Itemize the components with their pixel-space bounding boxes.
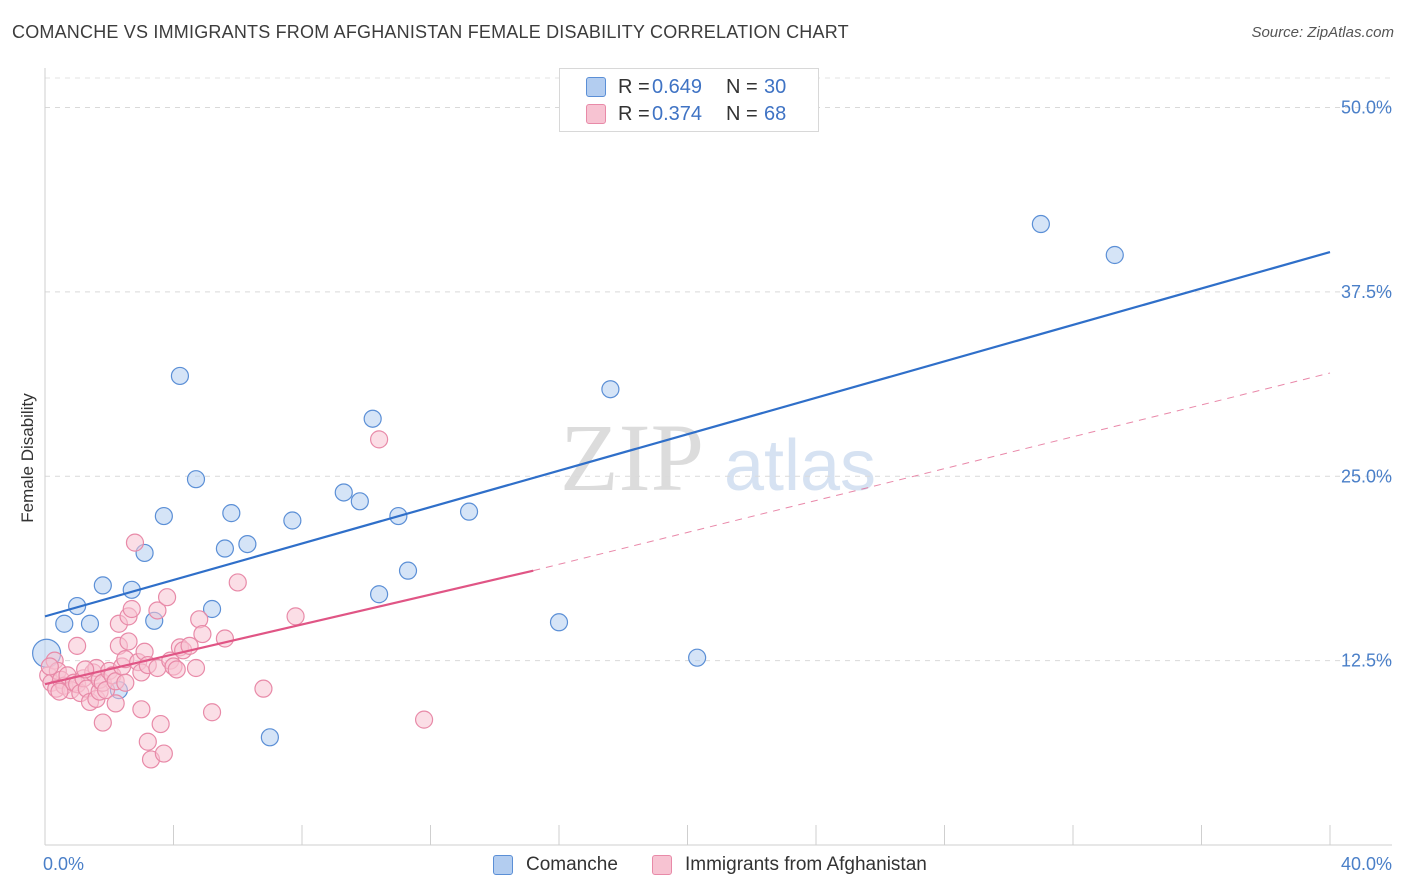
comanche-point [93, 576, 112, 595]
comanche-point [68, 596, 87, 616]
chart-legend: Comanche Immigrants from Afghanistan [0, 852, 1406, 878]
chart-source: Source: ZipAtlas.com [1251, 24, 1394, 41]
afghanistan-point [93, 713, 112, 732]
comanche-point [154, 506, 173, 526]
stats-row-afghanistan: R = 0.374 N = 68 [560, 101, 786, 127]
comanche-point [222, 504, 241, 523]
afghanistan-point [414, 710, 434, 729]
comanche-point [363, 409, 382, 428]
y-tick-label: 25.0% [1341, 466, 1392, 486]
comanche-point [283, 511, 302, 530]
y-tick-label: 50.0% [1341, 98, 1392, 118]
comanche-point [1031, 214, 1050, 234]
afghanistan-point [370, 430, 389, 449]
afghanistan-point [125, 533, 145, 552]
comanche-point [601, 380, 620, 399]
r-label: R = [618, 102, 650, 125]
comanche-point [215, 539, 234, 558]
comanche-point [398, 561, 418, 580]
comanche-point [170, 366, 190, 386]
comanche-point [688, 648, 707, 667]
afghanistan-point [228, 573, 247, 592]
afghanistan-point [202, 703, 222, 722]
afghanistan-point [148, 601, 167, 620]
legend-swatch-comanche [493, 855, 513, 875]
comanche-point [370, 585, 389, 604]
watermark-atlas: atlas [724, 426, 876, 506]
comanche-point [1105, 245, 1124, 265]
afghanistan-point [132, 700, 151, 719]
afghanistan-point [119, 632, 138, 651]
comanche-point [260, 728, 279, 747]
comanche-swatch [586, 77, 606, 97]
afghanistan-point [154, 744, 173, 763]
comanche-point [238, 534, 257, 554]
afghanistan-point [157, 588, 177, 607]
chart-title: COMANCHE VS IMMIGRANTS FROM AFGHANISTAN … [12, 22, 849, 42]
comanche-point [350, 492, 369, 511]
comanche-point [55, 614, 74, 633]
y-tick-label: 12.5% [1341, 651, 1392, 671]
comanche-point [549, 613, 569, 632]
legend-label-afghanistan: Immigrants from Afghanistan [685, 854, 927, 875]
afghanistan-point [167, 660, 186, 679]
afghanistan-point [138, 732, 157, 751]
comanche-point [80, 614, 100, 633]
watermark-zip: ZIP [560, 404, 704, 511]
afghanistan-point [254, 679, 273, 698]
afghanistan-point [190, 610, 209, 629]
legend-label-comanche: Comanche [526, 854, 618, 875]
legend-item-comanche[interactable]: Comanche [493, 852, 618, 878]
afghanistan-point [50, 682, 69, 701]
y-tick-label: 37.5% [1341, 282, 1392, 302]
afghanistan-point [40, 657, 59, 676]
comanche-point [186, 470, 206, 489]
n-label: N = [726, 102, 758, 125]
n-label: N = [726, 75, 758, 98]
afghanistan-point [122, 599, 141, 619]
afghanistan-trend-line [44, 569, 534, 686]
afghanistan-point [286, 607, 305, 626]
afghanistan-trend-extension [533, 372, 1331, 572]
afghanistan-point [68, 636, 87, 655]
afghanistan-point [193, 624, 212, 644]
r-value: 0.649 [652, 75, 703, 98]
afghanistan-point [106, 694, 125, 713]
afghanistan-swatch [586, 104, 606, 124]
afghanistan-point [186, 658, 206, 678]
n-value: 30 [764, 75, 787, 98]
comanche-trend-line [44, 250, 1331, 618]
x-tick-label-min: 0.0% [43, 854, 84, 874]
comanche-point [334, 483, 353, 502]
stats-box: R = 0.649 N = 30 R = 0.374 N = 68 [559, 68, 819, 132]
x-tick-label-max: 40.0% [1341, 854, 1392, 874]
afghanistan-point [151, 714, 170, 734]
afghanistan-point [116, 673, 135, 692]
stats-row-comanche: R = 0.649 N = 30 [560, 74, 786, 100]
r-value: 0.374 [652, 102, 703, 125]
comanche-point [459, 502, 479, 521]
r-label: R = [618, 75, 650, 98]
legend-item-afghanistan[interactable]: Immigrants from Afghanistan [652, 852, 927, 878]
comanche-point [202, 599, 222, 619]
legend-swatch-afghanistan [652, 855, 672, 875]
n-value: 68 [764, 102, 787, 125]
